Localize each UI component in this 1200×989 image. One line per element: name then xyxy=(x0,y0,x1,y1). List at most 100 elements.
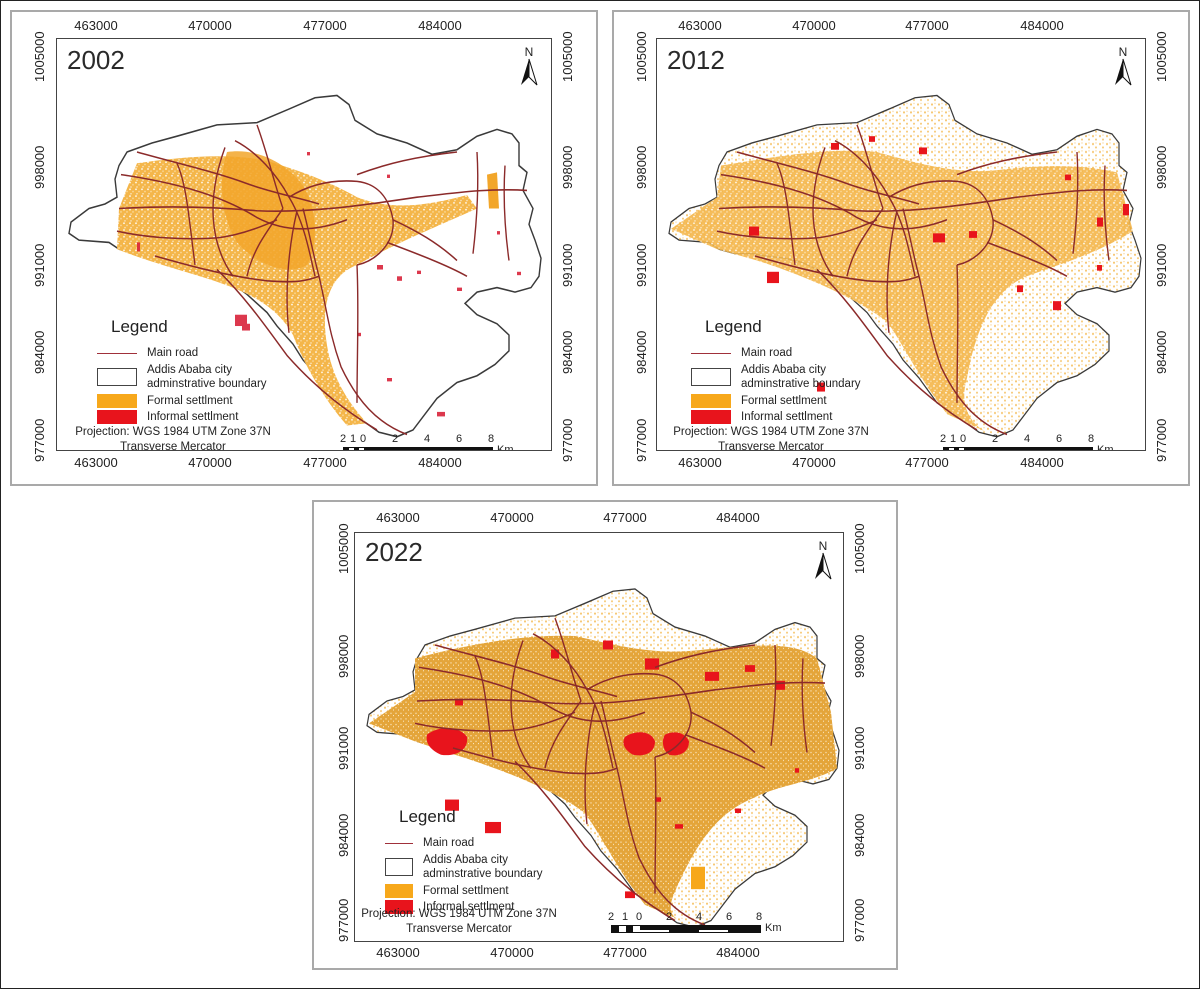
y-tick-label: 1005000 xyxy=(852,523,867,574)
scale-label: 8 xyxy=(755,911,763,923)
y-tick-label: 998000 xyxy=(634,145,649,189)
map-panel-2012: 463000 470000 477000 484000 463000 47000… xyxy=(612,10,1190,486)
legend-informal-symbol xyxy=(691,410,731,424)
scale-label: 2 xyxy=(339,433,347,445)
x-tick-label: 463000 xyxy=(678,455,722,470)
x-tick-label: 470000 xyxy=(490,945,534,960)
legend-formal-symbol xyxy=(691,394,731,408)
map-frame: 2002 N Legend Main road Addis Ababa city… xyxy=(56,38,552,451)
scale-label: 4 xyxy=(1023,433,1031,445)
north-arrow-icon xyxy=(1115,58,1132,86)
projection-note: Projection: WGS 1984 UTM Zone 37N Transv… xyxy=(63,425,283,450)
north-label: N xyxy=(1118,45,1128,59)
legend-title: Legend xyxy=(399,807,456,826)
y-tick-label: 977000 xyxy=(336,898,351,942)
map-legend: Legend Main road Addis Ababa city admins… xyxy=(385,807,573,915)
legend-label: Formal settlment xyxy=(423,885,509,897)
scale-bar: 2 1 0 2 4 6 8 Km xyxy=(939,433,1114,450)
north-arrow: N xyxy=(517,45,541,89)
x-tick-label: 484000 xyxy=(418,18,462,33)
x-tick-label: 484000 xyxy=(1020,455,1064,470)
x-tick-label: 484000 xyxy=(716,945,760,960)
north-arrow-icon xyxy=(815,552,832,580)
legend-label: Formal settlment xyxy=(147,395,233,407)
scale-label: 2 xyxy=(939,433,947,445)
scale-label: 1 xyxy=(949,433,957,445)
legend-boundary-symbol xyxy=(691,368,731,386)
y-tick-label: 977000 xyxy=(32,418,47,462)
legend-formal-symbol xyxy=(97,394,137,408)
map-frame: 2022 N Legend Main road Addis Ababa city… xyxy=(354,532,844,942)
legend-label: Addis Ababa city adminstrative boundary xyxy=(147,364,267,390)
legend-label: Main road xyxy=(741,347,793,359)
scale-unit: Km xyxy=(1097,444,1114,451)
legend-title: Legend xyxy=(111,317,168,336)
y-tick-label: 984000 xyxy=(32,330,47,374)
projection-line: Transverse Mercator xyxy=(406,923,512,935)
legend-title: Legend xyxy=(705,317,762,336)
legend-label: Informal settlment xyxy=(741,411,833,423)
scale-label: 6 xyxy=(725,911,733,923)
y-tick-label: 991000 xyxy=(852,726,867,770)
map-panel-2022: 463000 470000 477000 484000 463000 47000… xyxy=(312,500,898,970)
y-tick-label: 1005000 xyxy=(560,31,575,82)
x-tick-label: 470000 xyxy=(490,510,534,525)
y-tick-label: 1005000 xyxy=(32,31,47,82)
map-canvas xyxy=(68,94,542,438)
legend-label: Informal settlment xyxy=(147,411,239,423)
y-tick-label: 977000 xyxy=(1154,418,1169,462)
y-tick-label: 998000 xyxy=(560,145,575,189)
map-canvas xyxy=(366,588,840,928)
legend-label: Addis Ababa city adminstrative boundary xyxy=(423,854,543,880)
map-legend: Legend Main road Addis Ababa city admins… xyxy=(691,317,891,425)
scale-unit: Km xyxy=(497,444,514,451)
y-tick-label: 984000 xyxy=(634,330,649,374)
scale-label: 2 xyxy=(991,433,999,445)
legend-road-symbol xyxy=(691,352,731,354)
projection-note: Projection: WGS 1984 UTM Zone 37N Transv… xyxy=(661,425,881,450)
scale-label: 4 xyxy=(423,433,431,445)
legend-road-symbol xyxy=(385,842,413,844)
x-tick-label: 477000 xyxy=(905,18,949,33)
scale-label: 2 xyxy=(665,911,673,923)
x-tick-label: 477000 xyxy=(303,18,347,33)
y-tick-label: 984000 xyxy=(1154,330,1169,374)
y-tick-label: 998000 xyxy=(32,145,47,189)
x-tick-label: 484000 xyxy=(418,455,462,470)
scale-label: 8 xyxy=(487,433,495,445)
y-tick-label: 991000 xyxy=(634,243,649,287)
north-label: N xyxy=(524,45,534,59)
y-tick-label: 984000 xyxy=(560,330,575,374)
scale-label: 0 xyxy=(959,433,967,445)
x-tick-label: 477000 xyxy=(303,455,347,470)
scale-label: 2 xyxy=(391,433,399,445)
scale-bar: 2 1 0 2 4 6 8 Km xyxy=(608,911,801,934)
map-panel-2002: 463000 470000 477000 484000 463000 47000… xyxy=(10,10,598,486)
x-tick-label: 477000 xyxy=(603,945,647,960)
y-tick-label: 977000 xyxy=(852,898,867,942)
scale-label: 1 xyxy=(349,433,357,445)
scale-unit: Km xyxy=(765,922,782,934)
legend-road-symbol xyxy=(97,352,137,354)
year-label: 2012 xyxy=(667,45,725,75)
y-tick-label: 998000 xyxy=(852,634,867,678)
x-tick-label: 463000 xyxy=(376,510,420,525)
formal-settlement-area xyxy=(117,156,477,426)
legend-formal-symbol xyxy=(385,884,413,898)
y-tick-label: 977000 xyxy=(560,418,575,462)
scale-label: 0 xyxy=(359,433,367,445)
map-canvas xyxy=(668,94,1142,438)
y-tick-label: 977000 xyxy=(634,418,649,462)
y-tick-label: 991000 xyxy=(1154,243,1169,287)
x-tick-label: 463000 xyxy=(74,455,118,470)
x-tick-label: 484000 xyxy=(716,510,760,525)
scale-label: 0 xyxy=(635,911,643,923)
y-tick-label: 1005000 xyxy=(1154,31,1169,82)
x-tick-label: 470000 xyxy=(188,18,232,33)
y-tick-label: 998000 xyxy=(1154,145,1169,189)
legend-label: Main road xyxy=(423,837,475,849)
north-arrow-icon xyxy=(521,58,538,86)
x-tick-label: 463000 xyxy=(376,945,420,960)
x-tick-label: 470000 xyxy=(792,18,836,33)
scale-label: 6 xyxy=(1055,433,1063,445)
